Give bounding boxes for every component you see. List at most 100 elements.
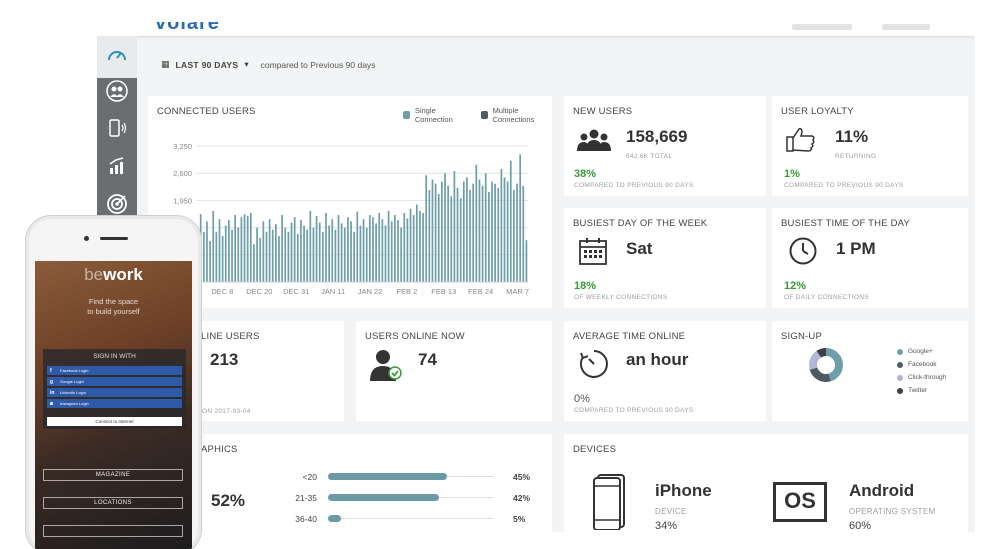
chart-bar[interactable] <box>259 238 262 282</box>
chart-bar[interactable] <box>202 231 205 282</box>
chart-bar[interactable] <box>271 229 274 282</box>
signup-legend-item[interactable]: Google+ <box>897 348 933 355</box>
chart-bar[interactable] <box>256 227 258 282</box>
chart-bar[interactable] <box>441 181 443 282</box>
chart-bar[interactable] <box>359 225 362 282</box>
chart-bar[interactable] <box>265 231 268 282</box>
chart-bar[interactable] <box>525 240 528 282</box>
mobile-icon[interactable] <box>105 116 129 140</box>
chart-bar[interactable] <box>469 189 471 282</box>
chart-bar[interactable] <box>278 235 280 282</box>
signup-legend-item[interactable]: Click-through <box>897 374 946 381</box>
signup-slice[interactable] <box>809 348 843 382</box>
linkedin-login-button[interactable]: in LinkedIn Login <box>47 388 182 397</box>
chart-bar[interactable] <box>343 227 346 282</box>
chart-bar[interactable] <box>303 225 305 282</box>
chart-bar[interactable] <box>312 227 315 282</box>
chart-bar[interactable] <box>240 217 243 282</box>
chart-bar[interactable] <box>275 224 277 282</box>
chart-bar[interactable] <box>268 219 271 282</box>
chart-bar[interactable] <box>231 229 233 282</box>
chart-bar[interactable] <box>347 217 349 282</box>
chart-bar[interactable] <box>249 212 252 282</box>
chart-bar[interactable] <box>209 240 211 282</box>
topbar-user[interactable] <box>792 24 852 30</box>
chart-bar[interactable] <box>281 215 283 282</box>
chart-bar[interactable] <box>224 225 227 282</box>
legend-single[interactable]: Single Connection <box>403 106 467 124</box>
chart-bar[interactable] <box>212 210 215 282</box>
chart-bar[interactable] <box>237 227 240 282</box>
chart-bar[interactable] <box>365 227 368 282</box>
chart-bar[interactable] <box>309 210 312 282</box>
chart-bar[interactable] <box>356 211 359 282</box>
chart-bar[interactable] <box>353 231 356 282</box>
chart-bar[interactable] <box>497 187 500 282</box>
chart-bar[interactable] <box>415 204 418 282</box>
chart-bar[interactable] <box>422 212 424 282</box>
chart-bar[interactable] <box>368 215 371 282</box>
chart-bar[interactable] <box>491 181 493 282</box>
signup-legend-item[interactable]: Facebook <box>897 361 937 368</box>
date-range-select[interactable]: LAST 90 DAYS <box>175 59 239 70</box>
chart-bar[interactable] <box>500 169 503 282</box>
chart-bar[interactable] <box>325 212 327 282</box>
chart-bar[interactable] <box>262 221 265 282</box>
chart-bar[interactable] <box>394 215 396 282</box>
chart-bar[interactable] <box>243 214 246 282</box>
dashboard-icon[interactable] <box>105 44 129 68</box>
chart-bar[interactable] <box>475 164 478 282</box>
chart-bar[interactable] <box>221 235 224 282</box>
connect-internet-button[interactable]: Connect to Internet <box>47 417 182 426</box>
signup-slice[interactable] <box>809 348 843 382</box>
chart-bar[interactable] <box>337 215 340 282</box>
chart-bar[interactable] <box>284 227 287 282</box>
chart-bar[interactable] <box>484 173 487 282</box>
chart-bar[interactable] <box>456 187 459 282</box>
chart-bar[interactable] <box>425 175 428 282</box>
chart-bar[interactable] <box>431 179 434 282</box>
chart-bar[interactable] <box>503 177 506 282</box>
chevron-down-icon[interactable]: ▾ <box>244 59 249 69</box>
chart-bar[interactable] <box>478 179 481 282</box>
phone-nav-locations[interactable]: LOCATIONS <box>43 497 183 509</box>
chart-bar[interactable] <box>409 208 412 282</box>
chart-bar[interactable] <box>331 219 334 282</box>
chart-bar[interactable] <box>487 192 490 282</box>
chart-bar[interactable] <box>406 218 409 282</box>
chart-bar[interactable] <box>419 210 421 282</box>
chart-bar[interactable] <box>293 217 296 282</box>
chart-bar[interactable] <box>253 244 255 282</box>
chart-bar[interactable] <box>522 185 525 282</box>
chart-bar[interactable] <box>428 189 431 282</box>
chart-bar[interactable] <box>412 215 415 282</box>
chart-bar[interactable] <box>390 221 393 282</box>
chart-bar[interactable] <box>246 215 249 282</box>
users-icon[interactable] <box>105 79 129 103</box>
signup-slice[interactable] <box>809 348 843 382</box>
chart-bar[interactable] <box>481 185 484 282</box>
chart-bar[interactable] <box>519 154 522 282</box>
chart-bar[interactable] <box>296 233 299 282</box>
topbar-menu[interactable] <box>882 24 930 30</box>
chart-bar[interactable] <box>287 231 290 282</box>
chart-bar[interactable] <box>381 219 384 282</box>
chart-bar[interactable] <box>290 222 293 282</box>
chart-bar[interactable] <box>387 210 390 282</box>
chart-bar[interactable] <box>459 198 462 282</box>
chart-bar[interactable] <box>516 183 518 282</box>
instagram-login-button[interactable]: ◙ Instagram Login <box>47 399 182 408</box>
phone-nav-more[interactable] <box>43 525 183 537</box>
chart-bar[interactable] <box>400 227 403 282</box>
app-logo[interactable]: volare <box>155 22 220 34</box>
chart-bar[interactable] <box>218 219 221 282</box>
chart-bar[interactable] <box>306 229 309 282</box>
chart-bar[interactable] <box>334 229 337 282</box>
chart-bar[interactable] <box>378 212 381 282</box>
chart-bar[interactable] <box>362 219 365 282</box>
chart-bar[interactable] <box>340 223 343 282</box>
chart-bar[interactable] <box>472 183 475 282</box>
chart-bar[interactable] <box>466 177 468 282</box>
chart-bar[interactable] <box>447 185 449 282</box>
chart-bar[interactable] <box>328 225 330 282</box>
